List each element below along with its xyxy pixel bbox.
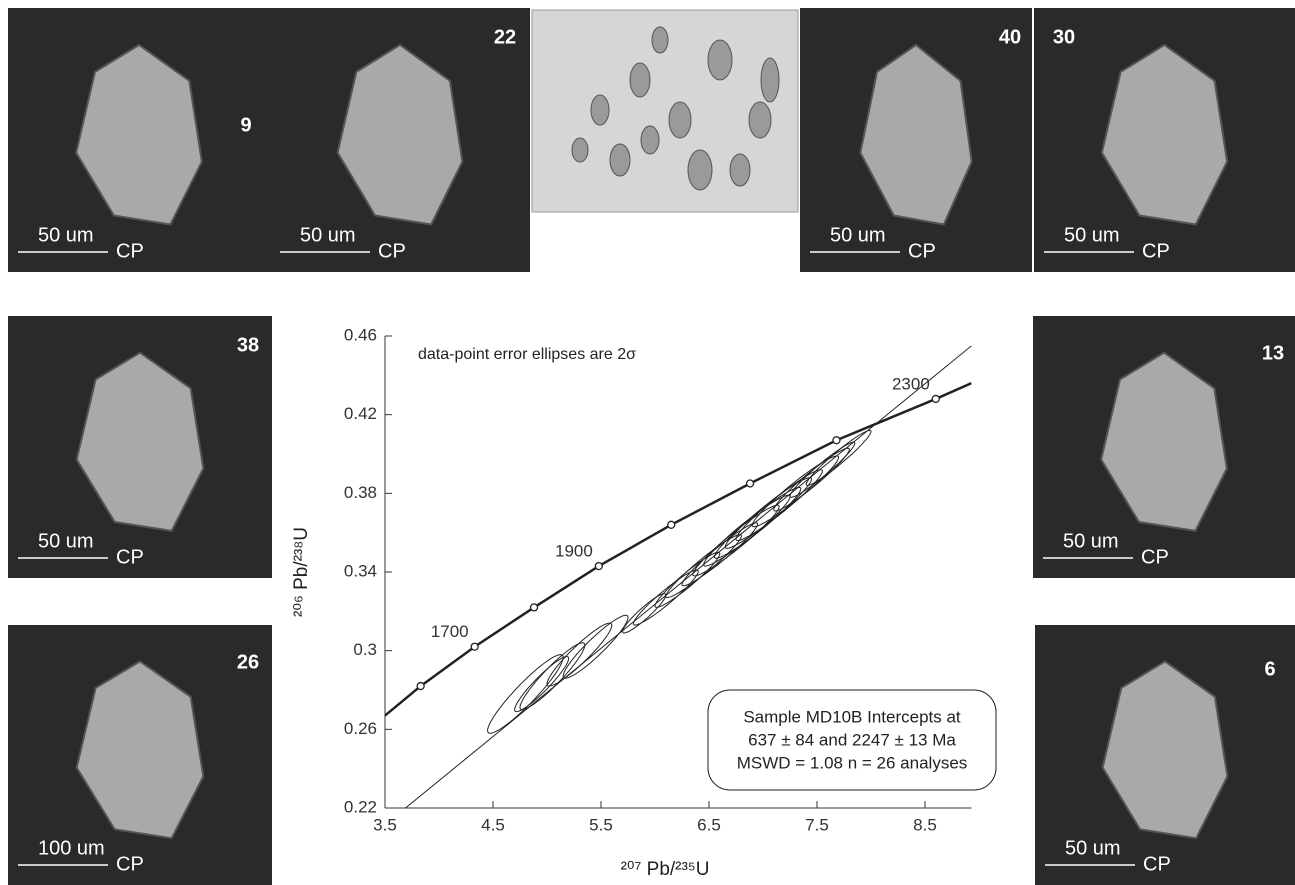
result-text: 637 ± 84 and 2247 ± 13 Ma (748, 730, 956, 749)
y-tick-label: 0.34 (344, 561, 377, 580)
age-marker (529, 603, 539, 612)
concordia-curve (385, 382, 972, 717)
scale-label: 50 um (38, 224, 94, 246)
scale-label: 50 um (1063, 530, 1119, 552)
grain-photo-grains (571, 26, 780, 191)
age-marker (745, 479, 755, 488)
image-code: CP (116, 853, 144, 875)
error-ellipse (789, 441, 856, 498)
y-tick-label: 0.26 (344, 719, 377, 738)
y-tick-label: 0.38 (344, 483, 377, 502)
error-ellipse (514, 656, 570, 713)
x-tick-label: 8.5 (913, 815, 937, 834)
age-marker (594, 561, 603, 571)
zircon-grain (75, 660, 205, 840)
age-marker (667, 520, 676, 529)
image-code: CP (116, 240, 144, 262)
error-ellipse (692, 504, 780, 577)
error-ellipse (703, 494, 791, 567)
error-ellipse (562, 614, 629, 679)
age-marker (931, 394, 940, 404)
error-ellipse (487, 654, 564, 734)
zircon-grain (859, 43, 973, 226)
grain-number: 6 (1264, 658, 1275, 680)
image-code: CP (116, 546, 144, 568)
age-label: 2300 (892, 374, 930, 393)
image-code: CP (378, 240, 406, 262)
error-ellipse (665, 534, 742, 599)
x-tick-label: 7.5 (805, 815, 829, 834)
scale-label: 50 um (1065, 837, 1121, 859)
x-axis-label: ²⁰⁷ Pb/²³⁵U (621, 859, 710, 880)
y-tick-label: 0.22 (344, 797, 377, 816)
grain-number: 22 (494, 26, 516, 48)
scale-label: 50 um (830, 224, 886, 246)
error-ellipse (751, 455, 840, 528)
image-code: CP (908, 240, 936, 262)
image-code: CP (1141, 546, 1169, 568)
scale-label: 50 um (1064, 224, 1120, 246)
age-marker (470, 642, 479, 651)
grain-number: 38 (237, 334, 259, 356)
age-label: 1700 (431, 622, 469, 641)
y-tick-label: 0.3 (353, 640, 377, 659)
zircon-grain (1101, 660, 1229, 840)
x-tick-label: 3.5 (373, 815, 397, 834)
x-tick-label: 6.5 (697, 815, 721, 834)
age-marker (832, 436, 841, 445)
scale-label: 50 um (38, 530, 94, 552)
image-code: CP (1142, 240, 1170, 262)
error-ellipse (805, 429, 872, 487)
age-label: 1900 (555, 542, 593, 561)
grain-number: 30 (1053, 26, 1075, 48)
y-tick-label: 0.42 (344, 404, 377, 423)
grain-number: 26 (237, 651, 259, 673)
zircon-grain (1100, 43, 1229, 226)
scale-label: 50 um (300, 224, 356, 246)
zircon-grain (1100, 351, 1228, 532)
x-tick-label: 4.5 (481, 815, 505, 834)
error-ellipse (632, 569, 699, 626)
result-box (707, 689, 997, 791)
scale-label: 100 um (38, 837, 105, 859)
y-axis-label: ²⁰⁶ Pb/²³⁸U (291, 527, 312, 617)
age-marker (416, 681, 425, 691)
grain-number: 13 (1262, 342, 1284, 364)
zircon-grain (336, 43, 464, 226)
x-tick-label: 5.5 (589, 815, 613, 834)
error-ellipse (546, 622, 613, 687)
result-text: MSWD = 1.08 n = 26 analyses (737, 753, 968, 772)
error-ellipse (713, 486, 802, 559)
zircon-grain (75, 351, 205, 532)
grain-number: 9 (240, 114, 251, 136)
grain-number: 40 (999, 26, 1021, 48)
y-tick-label: 0.46 (344, 325, 377, 344)
error-ellipse (724, 477, 813, 549)
result-text: Sample MD10B Intercepts at (743, 707, 961, 726)
error-ellipse (519, 642, 586, 711)
image-code: CP (1143, 853, 1171, 875)
chart-note: data-point error ellipses are 2σ (418, 346, 636, 363)
zircon-grain (75, 43, 203, 226)
